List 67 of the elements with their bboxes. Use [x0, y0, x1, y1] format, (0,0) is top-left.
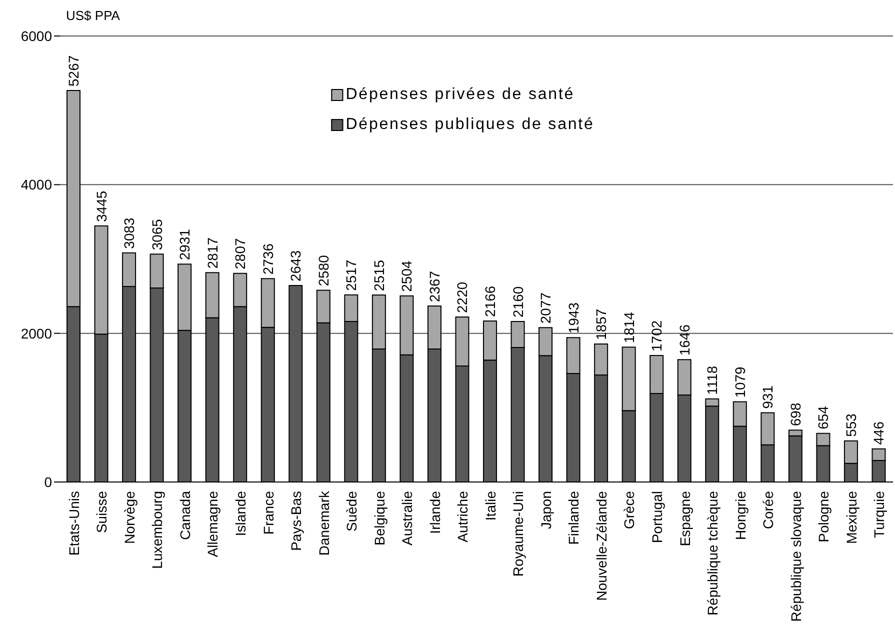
total-label: 1702	[648, 320, 665, 352]
total-label: 446	[870, 421, 887, 445]
x-tick-label: Autriche	[454, 490, 471, 542]
x-tick-label: Norvège	[121, 490, 138, 544]
total-label: 2367	[426, 270, 442, 302]
total-label: 698	[787, 402, 804, 426]
x-tick-label: Portugal	[648, 491, 665, 544]
total-label: 2220	[454, 282, 470, 313]
total-label: 2160	[510, 286, 526, 318]
x-tick-label: Canada	[176, 490, 193, 540]
legend-label: Dépenses privées de santé	[346, 86, 575, 104]
y-tick-label: 4000	[20, 176, 52, 193]
total-label: 1857	[593, 308, 610, 340]
total-label: 2077	[538, 292, 554, 324]
x-tick-label: Pologne	[816, 490, 832, 542]
total-label: 5267	[66, 55, 82, 86]
x-tick-label: Hongrie	[732, 490, 748, 540]
x-tick-label: Nouvelle-Zélande	[593, 490, 610, 601]
x-tick-label: Belgique	[371, 490, 388, 546]
total-label: 1118	[704, 366, 720, 395]
x-tick-label: Etats-Unis	[66, 491, 82, 556]
total-label: 654	[815, 406, 832, 430]
x-tick-label: Royaume-Uni	[510, 491, 526, 577]
total-label: 2736	[260, 243, 276, 275]
total-label: 2931	[176, 228, 193, 260]
legend-label: Dépenses publiques de santé	[346, 116, 594, 134]
x-tick-label: Corée	[760, 490, 776, 530]
x-tick-label: Suède	[344, 490, 360, 532]
total-label: 3083	[121, 217, 138, 249]
x-tick-label: Irlande	[426, 490, 443, 534]
x-tick-label: Italie	[482, 490, 498, 521]
total-label: 931	[760, 385, 776, 409]
total-label: 2580	[315, 254, 332, 286]
x-tick-label: Australie	[399, 490, 416, 546]
y-axis-title: US$ PPA	[66, 8, 120, 23]
total-label: 2807	[232, 238, 248, 270]
x-tick-label: Grèce	[621, 490, 638, 530]
x-tick-label: Finlande	[566, 490, 582, 545]
x-tick-label: République slovaque	[788, 490, 804, 622]
total-label: 3445	[93, 190, 110, 222]
x-tick-label: Islande	[232, 490, 248, 536]
x-tick-label: Mexique	[843, 490, 860, 544]
x-tick-label: Luxembourg	[149, 491, 166, 569]
total-label: 2504	[398, 260, 415, 292]
total-label: 2817	[204, 237, 220, 269]
x-tick-label: Pays-Bas	[288, 491, 304, 551]
total-label: 2517	[343, 260, 360, 291]
total-label: 3065	[148, 218, 165, 250]
y-tick-label: 0	[44, 474, 52, 490]
total-label: 2643	[288, 250, 304, 282]
x-tick-label: Suisse	[94, 490, 110, 534]
total-label: 2515	[370, 260, 387, 292]
x-tick-label: République tchèque	[704, 490, 721, 616]
x-tick-label: Japon	[538, 491, 554, 530]
x-tick-label: Allemagne	[204, 490, 221, 558]
total-label: 1943	[565, 302, 582, 334]
total-label: 2166	[482, 286, 498, 317]
total-label: 553	[842, 413, 859, 437]
x-tick-label: Turquie	[871, 490, 888, 538]
x-tick-label: France	[260, 490, 276, 535]
total-label: 1814	[620, 312, 637, 344]
x-tick-label: Danemark	[316, 490, 332, 556]
x-tick-label: Espagne	[676, 490, 693, 546]
total-label: 1079	[732, 366, 748, 398]
y-tick-label: 6000	[20, 28, 52, 44]
y-tick-label: 2000	[20, 325, 52, 342]
total-label: 1646	[676, 324, 692, 356]
